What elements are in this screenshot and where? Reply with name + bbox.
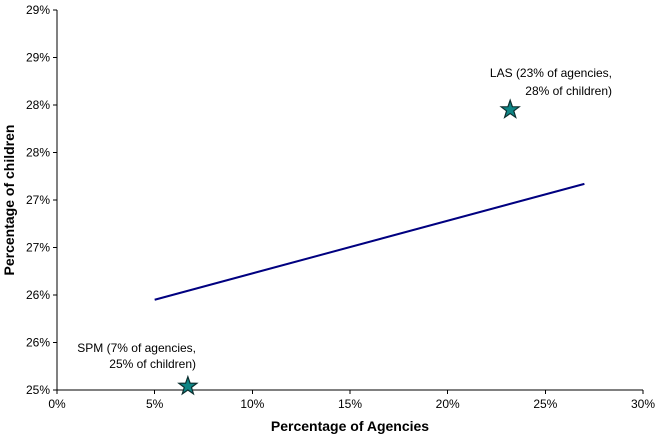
annotations: SPM (7% of agencies, 25% of children) LAS … (77, 66, 612, 371)
y-tick-label: 28% (26, 98, 50, 112)
annotation-SPM-line-2: 25% of children) (109, 357, 196, 371)
y-tick-label: 27% (26, 193, 50, 207)
x-axis-ticks: 0% 5% 10% 15% 20% 25% 30% (48, 390, 655, 411)
x-tick-label: 20% (436, 397, 460, 411)
annotation-LAS-line-1: LAS (23% of agencies, (490, 66, 612, 80)
x-tick-label: 25% (533, 397, 557, 411)
y-axis-ticks: 25% 26% 26% 27% 27% 28% 28% 29% 29% (26, 3, 57, 397)
y-axis-title: Percentage of children (1, 125, 17, 276)
x-axis-title: Percentage of Agencies (271, 418, 429, 434)
annotation-LAS-line-2: 28% of children) (525, 84, 612, 98)
trend-line-group (154, 182, 585, 301)
y-tick-label: 26% (26, 336, 50, 350)
x-tick-label: 5% (146, 397, 164, 411)
y-tick-label: 29% (26, 51, 50, 65)
star-marker-LAS (499, 98, 521, 119)
x-tick-label: 10% (240, 397, 264, 411)
y-tick-label: 27% (26, 241, 50, 255)
y-tick-label: 25% (26, 383, 50, 397)
data-points (177, 98, 521, 396)
annotation-SPM-line-1: SPM (7% of agencies, (77, 341, 196, 355)
y-tick-label: 29% (26, 3, 50, 17)
trend-line (154, 182, 585, 301)
x-tick-label: 30% (631, 397, 655, 411)
x-tick-label: 15% (338, 397, 362, 411)
y-tick-label: 28% (26, 146, 50, 160)
x-tick-label: 0% (48, 397, 66, 411)
star-marker-SPM (177, 374, 199, 396)
y-tick-label: 26% (26, 288, 50, 302)
